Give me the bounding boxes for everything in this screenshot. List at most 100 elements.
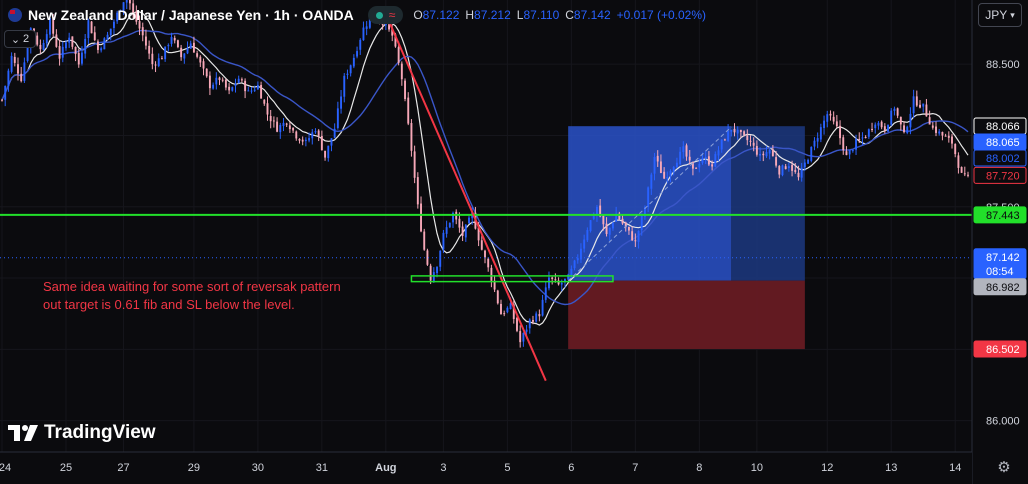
- candle-body: [122, 2, 125, 11]
- candle: [503, 310, 506, 317]
- candle-body: [282, 122, 285, 127]
- candle: [711, 160, 714, 171]
- candle: [653, 152, 656, 181]
- candle: [679, 146, 682, 166]
- candle-body: [391, 28, 394, 36]
- candle: [915, 90, 918, 107]
- time-axis-background: [0, 452, 972, 484]
- candle: [909, 107, 912, 135]
- candle: [611, 221, 614, 231]
- candle-body: [605, 223, 608, 234]
- candle-body: [295, 131, 298, 139]
- time-axis[interactable]: 24 25 27 29 30 31 Aug 3 5 6 7 8 10 12 13 14: [0, 451, 972, 484]
- chevron-down-icon: ▾: [1010, 9, 1015, 20]
- candle-body: [493, 280, 496, 290]
- candle: [304, 137, 307, 147]
- candle-body: [823, 120, 826, 129]
- candle-body: [308, 138, 311, 141]
- candle-body: [228, 86, 231, 91]
- candle-body: [170, 37, 173, 44]
- candle-body: [4, 85, 7, 100]
- candle-body: [839, 125, 842, 139]
- candle-body: [922, 103, 925, 107]
- candle: [208, 71, 211, 96]
- tradingview-logo[interactable]: TradingView: [8, 422, 156, 444]
- price-tag: 87.720: [973, 166, 1027, 184]
- candle: [202, 58, 205, 76]
- candle: [899, 116, 902, 131]
- candle: [874, 122, 877, 134]
- candle-body: [548, 277, 550, 289]
- candle-body: [151, 53, 154, 65]
- candle-body: [106, 34, 109, 40]
- candle-body: [119, 10, 122, 12]
- candle-body: [707, 156, 710, 165]
- time-tick-label: 13: [885, 462, 897, 474]
- candle: [416, 172, 419, 209]
- candle: [487, 257, 490, 272]
- candle-body: [39, 44, 42, 50]
- candle: [573, 259, 576, 271]
- candle: [704, 150, 707, 165]
- candle: [205, 68, 208, 78]
- candle-body: [272, 120, 275, 122]
- candle-body: [733, 128, 736, 133]
- candle-body: [762, 153, 765, 156]
- candle-body: [231, 87, 234, 91]
- candle: [61, 41, 64, 63]
- candle: [106, 31, 109, 41]
- trade-idea-note[interactable]: Same idea waiting for some sort of rever…: [43, 278, 341, 314]
- candle-body: [445, 227, 448, 234]
- candle: [752, 137, 755, 152]
- candle: [4, 85, 7, 107]
- candle-body: [458, 218, 461, 228]
- candle-body: [71, 36, 74, 47]
- price-axis[interactable]: 86.00086.50087.00087.50088.00088.50088.0…: [971, 0, 1028, 484]
- candle-body: [23, 62, 26, 81]
- candle-body: [861, 137, 864, 139]
- candle-body: [736, 129, 739, 134]
- market-status-badge[interactable]: ≈: [367, 6, 404, 24]
- candle: [634, 233, 637, 247]
- candle-body: [135, 11, 138, 22]
- chart-drawings: [0, 20, 972, 382]
- candle: [800, 162, 803, 182]
- candle-body: [103, 38, 106, 50]
- candle: [301, 136, 304, 146]
- candle: [49, 15, 51, 39]
- candle-body: [576, 258, 579, 261]
- projection-line: [567, 126, 732, 282]
- candle: [637, 230, 640, 249]
- tradingview-logo-icon: [8, 425, 38, 441]
- candle-body: [554, 279, 557, 281]
- symbol-header: New Zealand Dollar / Japanese Yen · 1h ·…: [0, 0, 972, 30]
- candle-body: [957, 155, 960, 168]
- candle-body: [848, 149, 851, 155]
- candle-body: [340, 96, 343, 109]
- candle: [723, 138, 726, 141]
- candle-body: [13, 56, 16, 63]
- candle-body: [791, 164, 794, 171]
- candle-body: [180, 47, 183, 58]
- candle: [669, 169, 672, 183]
- gear-icon[interactable]: ⚙: [997, 459, 1011, 476]
- candle: [13, 52, 16, 67]
- candle-body: [109, 28, 112, 36]
- candle-body: [938, 131, 941, 134]
- candle-body: [810, 147, 813, 161]
- candle: [845, 146, 848, 156]
- candle: [250, 87, 253, 94]
- symbol-title[interactable]: New Zealand Dollar / Japanese Yen · 1h ·…: [28, 7, 354, 23]
- candle: [320, 130, 323, 151]
- indicators-toggle-button[interactable]: ⌄ 2: [4, 30, 36, 48]
- candle: [810, 146, 813, 163]
- candle-body: [858, 138, 861, 140]
- candle: [343, 73, 346, 103]
- candle-body: [899, 116, 902, 125]
- candle-body: [720, 139, 723, 150]
- currency-button[interactable]: JPY ▾: [978, 3, 1022, 27]
- candle-body: [877, 122, 880, 126]
- candle-body: [624, 222, 627, 228]
- time-tick-label: 14: [949, 462, 961, 474]
